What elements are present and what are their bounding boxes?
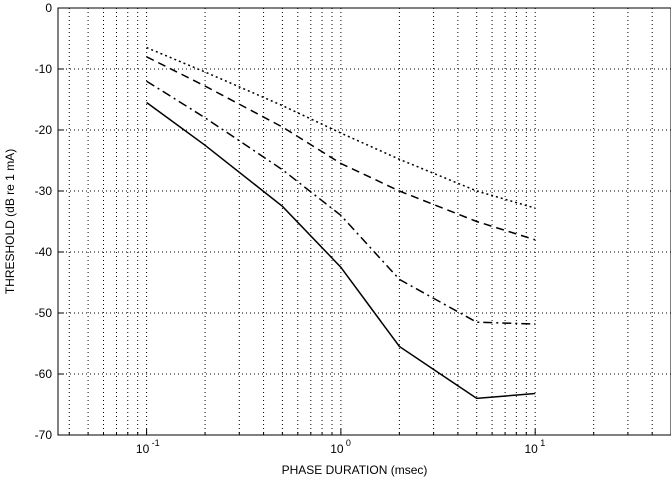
grid xyxy=(58,8,671,435)
series-layer xyxy=(146,46,536,400)
y-tick-label: -10 xyxy=(35,62,53,76)
x-axis-title: PHASE DURATION (msec) xyxy=(282,463,428,477)
y-tick-label: -40 xyxy=(35,245,53,259)
axis-ticks xyxy=(58,7,671,436)
x-tick-label: 10 -1 xyxy=(136,438,160,456)
x-tick-label-exponent: -1 xyxy=(152,438,160,448)
y-tick-label: 0 xyxy=(45,1,52,15)
y-axis-title: THRESHOLD (dB re 1 mA) xyxy=(3,149,17,294)
series-line-dashed xyxy=(146,56,536,241)
plot-frame xyxy=(57,7,671,436)
y-tick-label: -60 xyxy=(35,367,53,381)
series-line-solid xyxy=(146,101,536,400)
y-tick-label: -20 xyxy=(35,123,53,137)
y-tick-label: -30 xyxy=(35,184,53,198)
x-tick-label-base: 10 xyxy=(330,442,344,456)
x-tick-label: 10 0 xyxy=(330,438,351,456)
x-tick-label-base: 10 xyxy=(525,442,539,456)
x-tick-label-exponent: 1 xyxy=(540,438,545,448)
x-tick-label-base: 10 xyxy=(136,442,150,456)
x-tick-label: 10 1 xyxy=(525,438,546,456)
x-tick-label-exponent: 0 xyxy=(346,438,351,448)
series-line-dashdot xyxy=(146,80,536,325)
y-tick-label: -50 xyxy=(35,306,53,320)
y-tick-label: -70 xyxy=(35,428,53,442)
